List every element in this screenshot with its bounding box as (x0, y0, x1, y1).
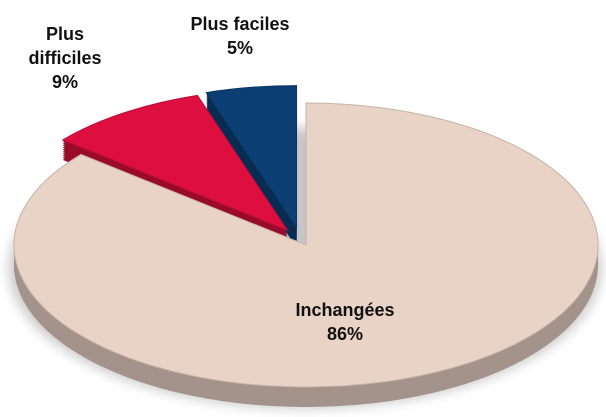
slice (13, 102, 599, 388)
slice (205, 85, 298, 230)
slice (61, 94, 289, 232)
slice-label: Plus faciles 5% (160, 12, 320, 60)
value-label: 5% (226, 38, 253, 58)
category-name: Plus faciles (190, 14, 290, 34)
category-name: Inchangées (295, 300, 395, 320)
slice-label: Plus difficiles 9% (10, 22, 120, 94)
slice-label: Inchangées 86% (245, 298, 445, 346)
value-label: 9% (51, 72, 78, 92)
value-label: 86% (326, 324, 364, 344)
category-name: Plus difficiles (28, 24, 102, 68)
slices (13, 85, 599, 407)
